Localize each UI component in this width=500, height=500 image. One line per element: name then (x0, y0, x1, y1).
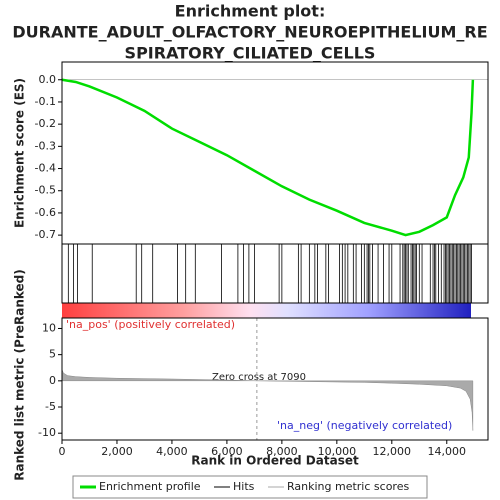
y-tick-label: -0.5 (35, 184, 56, 197)
title-line: DURANTE_ADULT_OLFACTORY_NEUROEPITHELIUM_… (12, 23, 487, 42)
y2-tick-label: 5 (49, 348, 56, 361)
y2-tick-label: -10 (38, 426, 56, 439)
y2-tick-label: -5 (45, 400, 56, 413)
y-tick-label: -0.1 (35, 95, 56, 108)
y-tick-label: -0.7 (35, 228, 56, 241)
legend-label: Enrichment profile (99, 480, 201, 493)
annotation: 'na_pos' (positively correlated) (66, 318, 235, 331)
annotation: 'na_neg' (negatively correlated) (277, 419, 452, 432)
x-tick-label: 4,000 (156, 445, 188, 458)
panel-frame (61, 243, 489, 304)
legend-label: Ranking metric scores (287, 480, 409, 493)
y-axis-label: Enrichment score (ES) (13, 78, 27, 228)
x-tick-label: 6,000 (211, 445, 243, 458)
x-tick-label: 2,000 (101, 445, 133, 458)
es-line (61, 78, 475, 237)
legend-label: Hits (233, 480, 255, 493)
panel-frame (61, 317, 489, 441)
rank-colorbar (62, 303, 471, 318)
y2-axis-label: Ranked list metric (PreRanked) (13, 269, 27, 481)
x-tick-label: 0 (59, 445, 66, 458)
title-line: Enrichment plot: (175, 2, 326, 21)
x-tick-label: 8,000 (266, 445, 298, 458)
y-tick-label: -0.6 (35, 206, 56, 219)
annotation: Zero cross at 7090 (212, 372, 306, 383)
y-tick-label: -0.2 (35, 117, 56, 130)
x-tick-label: 12,000 (373, 445, 412, 458)
y2-tick-label: 0 (49, 374, 56, 387)
metric-area (61, 369, 474, 431)
y-tick-label: 0.0 (39, 73, 57, 86)
title-line: SPIRATORY_CILIATED_CELLS (125, 44, 376, 63)
x-tick-label: 14,000 (428, 445, 467, 458)
x-axis-label: Rank in Ordered Dataset (191, 454, 359, 468)
y2-tick-label: 10 (42, 321, 56, 334)
y-tick-label: -0.4 (35, 162, 56, 175)
x-tick-label: 10,000 (318, 445, 357, 458)
legend (72, 475, 428, 499)
panel-frame (61, 61, 489, 245)
y-tick-label: -0.3 (35, 139, 56, 152)
